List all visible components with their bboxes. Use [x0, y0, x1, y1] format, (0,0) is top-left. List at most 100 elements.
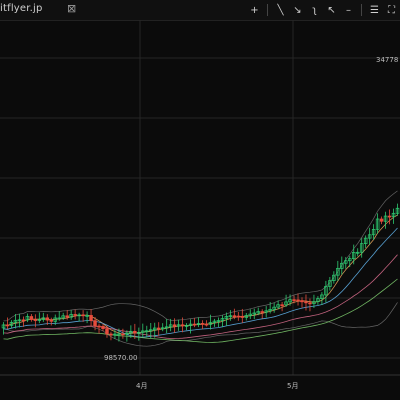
candle-body: [93, 320, 97, 327]
candle-body: [284, 301, 288, 306]
candle-body: [109, 333, 113, 336]
site-title: itflyer.jp: [0, 3, 43, 14]
candle-body: [113, 333, 117, 336]
toolbar-divider: [267, 4, 268, 16]
bollinger-bands: [3, 190, 398, 347]
candle-body: [9, 321, 14, 326]
candle-body: [33, 319, 38, 321]
candle-body: [37, 319, 42, 321]
candle-body: [152, 327, 157, 331]
price-chart[interactable]: 4月 5月 34778 98570.00: [0, 20, 400, 400]
candle-body: [141, 330, 145, 333]
candle-body: [224, 316, 229, 319]
candle-body: [13, 319, 18, 323]
candle-body: [236, 315, 241, 318]
candle-body: [260, 311, 264, 313]
fullscreen-icon[interactable]: ⛶: [388, 4, 395, 16]
chart-toolbar: itflyer.jp ⊠ + ╲ ↘ ʅ ↖ – ☰ ⛶: [0, 0, 400, 21]
candle-body: [340, 262, 344, 269]
high-price-label: 34778: [376, 56, 398, 64]
bollinger-lower: [3, 302, 398, 347]
candle-body: [216, 320, 221, 322]
candle-body: [375, 218, 380, 230]
minus-icon[interactable]: –: [346, 4, 351, 16]
candle-body: [25, 316, 30, 321]
candle-body: [276, 304, 280, 308]
candles: [1, 203, 400, 342]
candle-body: [29, 316, 34, 320]
candle-body: [129, 330, 133, 334]
moving-average-line: [3, 214, 398, 335]
candle-body: [244, 315, 249, 318]
candle-body: [288, 299, 292, 303]
bollinger-upper: [3, 190, 398, 322]
chart-grid: [0, 20, 400, 375]
candle-body: [232, 315, 237, 318]
candle-body: [308, 302, 312, 305]
candle-body: [160, 327, 165, 330]
close-icon[interactable]: ⊠: [67, 2, 77, 15]
menu-icon[interactable]: ☰: [370, 4, 379, 16]
ray-icon[interactable]: ↘: [293, 4, 302, 16]
candle-body: [180, 324, 185, 327]
candle-body: [371, 229, 376, 236]
candle-body: [184, 325, 189, 327]
candle-body: [164, 326, 169, 329]
candle-body: [97, 325, 101, 328]
candle-body: [292, 299, 296, 301]
candle-body: [272, 306, 276, 310]
candle-body: [363, 237, 368, 244]
candle-body: [21, 319, 26, 322]
candle-body: [248, 313, 253, 316]
candle-body: [192, 323, 197, 326]
candle-body: [300, 300, 304, 303]
candle-body: [101, 326, 105, 329]
candle-body: [176, 324, 181, 327]
candle-body: [69, 314, 73, 318]
candle-body: [65, 315, 69, 318]
moving-average-line: [3, 227, 398, 338]
candle-body: [252, 312, 256, 315]
candle-body: [81, 314, 85, 317]
candle-body: [355, 251, 360, 254]
toolbar-divider: [361, 4, 362, 16]
candle-body: [204, 323, 209, 326]
candle-body: [61, 315, 65, 319]
x-tick-may: 5月: [287, 382, 298, 390]
candle-body: [324, 286, 328, 296]
candle-body: [359, 243, 364, 253]
drawing-tools: + ╲ ↘ ʅ ↖ – ☰ ⛶: [246, 0, 400, 20]
candle-body: [1, 324, 6, 329]
candle-body: [137, 331, 141, 334]
candle-body: [125, 332, 129, 335]
candle-body: [89, 315, 93, 321]
candle-body: [256, 311, 260, 314]
candle-body: [5, 324, 10, 327]
candle-body: [57, 317, 61, 320]
candle-body: [208, 322, 213, 325]
crosshair-icon[interactable]: +: [250, 4, 259, 16]
candle-body: [304, 301, 308, 304]
candle-body: [145, 330, 149, 333]
curve-icon[interactable]: ʅ: [312, 4, 317, 16]
candle-body: [312, 301, 316, 304]
candle-body: [196, 323, 201, 325]
candle-body: [212, 320, 217, 323]
candle-body: [85, 315, 89, 317]
candle-body: [351, 252, 356, 260]
candle-body: [320, 294, 324, 299]
candle-body: [344, 260, 348, 264]
candle-body: [296, 299, 300, 302]
candle-body: [168, 324, 173, 328]
candle-body: [332, 274, 336, 282]
candle-body: [383, 215, 388, 222]
candle-body: [220, 318, 225, 321]
candle-body: [379, 218, 384, 222]
trend-line-icon[interactable]: ╲: [277, 4, 284, 16]
candle-body: [105, 328, 109, 335]
arrow-icon[interactable]: ↖: [327, 4, 336, 16]
low-price-label: 98570.00: [104, 354, 137, 362]
candle-body: [121, 333, 125, 336]
moving-average-line: [3, 254, 398, 339]
candle-body: [264, 310, 268, 313]
